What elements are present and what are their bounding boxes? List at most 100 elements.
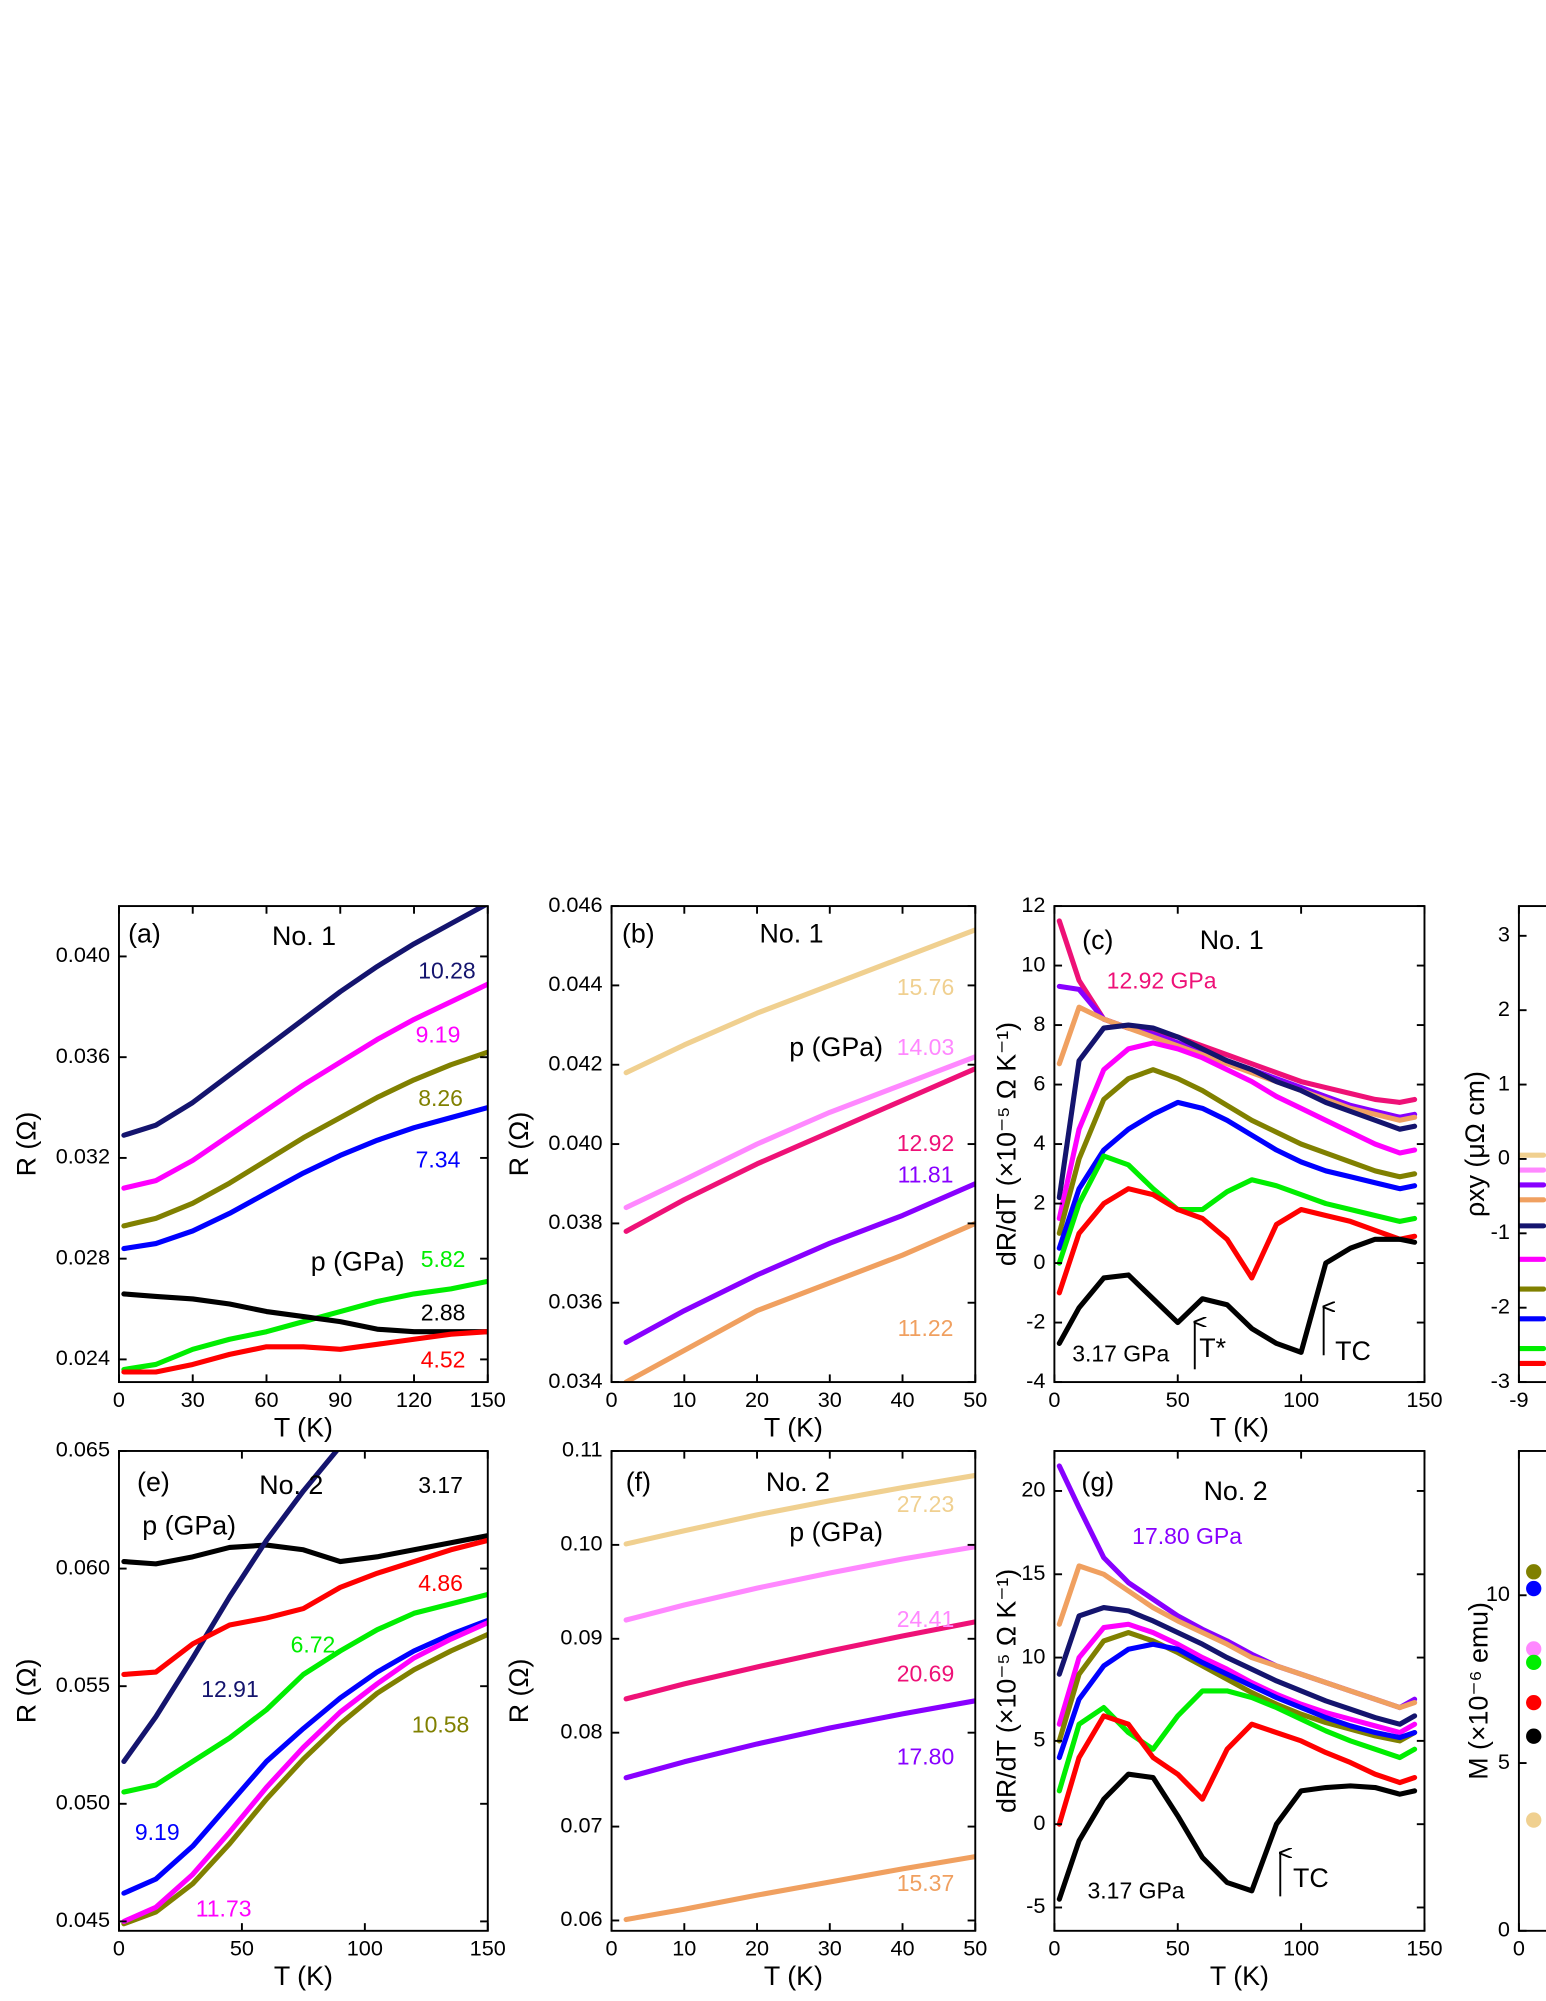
y-tick-label: 0.055 [56,1672,110,1697]
x-tick-label: 20 [745,1936,769,1961]
y-tick-label: 0.09 [560,1625,602,1650]
sample-label: No. 2 [766,1467,830,1497]
y-tick-label: 0.046 [548,892,602,917]
y-tick-label: 0 [1498,1145,1510,1170]
y-tick-label: 0.07 [560,1812,602,1837]
series-line [1056,1563,1418,1711]
series-line [1056,1641,1418,1761]
x-axis-label: T (K) [1210,1961,1269,1991]
y-tick-label: 10 [1486,1581,1510,1606]
plot-frame [118,905,489,1384]
x-axis-label: T (K) [1210,1412,1269,1442]
series-label: 2.88 [421,1299,466,1325]
annotation: p (GPa) [142,1511,236,1541]
series-line [121,1049,488,1229]
y-tick-label: 0.044 [548,971,602,996]
x-tick-label: 90 [328,1387,352,1412]
y-tick-label: -2 [1491,1293,1510,1318]
series-line [623,1054,976,1211]
series-line [623,1698,976,1781]
y-tick-label: 1 [1498,1070,1510,1095]
x-tick-label: 150 [470,1936,506,1961]
series-label: 12.91 [201,1676,258,1702]
series-line [121,1631,488,1927]
series-line [1056,1771,1418,1902]
annotation: T* [1199,1333,1226,1363]
x-axis-label: T (K) [764,1412,823,1442]
data-point [1526,1654,1542,1671]
y-tick-label: 0.08 [560,1718,602,1743]
plot-area [1056,1463,1418,1902]
series-line [623,927,976,1076]
plot-area [623,927,976,1383]
series-label: 9.19 [416,1021,461,1047]
data-point [1526,1812,1542,1828]
x-tick-label: 150 [470,1387,506,1412]
x-tick-label: 0 [113,1387,125,1412]
y-tick-label: 3 [1498,922,1510,947]
series-line [1056,1004,1418,1123]
series-label: 15.76 [897,974,954,1000]
annotation: TC [1335,1336,1371,1366]
series-line [121,1329,488,1375]
x-tick-label: -9 [1509,1387,1528,1412]
y-axis-label: R (Ω) [504,1659,534,1724]
y-axis-label: R (Ω) [11,1659,41,1724]
x-axis-label: T (K) [274,1961,333,1991]
plot-frame [1517,1450,1546,1932]
series-label: 11.81 [898,1162,954,1188]
y-tick-label: -1 [1491,1219,1510,1244]
panel: 0.045 0.050 0.055 0.060 0.065 0 50 100 150 T (K) R… [11,1437,506,1991]
series-line [1056,1713,1418,1827]
y-tick-label: 2 [1498,996,1510,1021]
y-tick-label: 0.065 [56,1437,110,1462]
series-line [623,1181,976,1345]
y-tick-label: 0 [1498,1917,1510,1942]
x-tick-label: 50 [1166,1387,1190,1412]
y-tick-label: 0.06 [560,1906,602,1931]
series-label: 4.86 [418,1570,463,1596]
panel: 0 5 10 0 M (×10⁻⁶ emu) [1464,1450,1546,1961]
y-tick-label: 0.036 [56,1043,110,1068]
x-tick-label: 40 [890,1936,914,1961]
y-tick-label: 5 [1033,1727,1045,1752]
data-point [1526,1728,1542,1744]
series-line [121,906,488,1138]
y-tick-label: 0.028 [56,1244,110,1269]
x-tick-label: 10 [672,1936,696,1961]
x-tick-label: 100 [1283,1936,1319,1961]
x-tick-label: 30 [181,1387,205,1412]
x-axis-label: T (K) [274,1412,333,1442]
series-label: 6.72 [291,1631,336,1657]
y-axis-label: M (×10⁻⁶ emu) [1464,1602,1494,1780]
panel-label: (c) [1082,925,1113,955]
panel: 0.034 0.036 0.038 0.040 0.042 0.044 0.046 0 10 20… [504,892,987,1443]
y-tick-label: 12 [1021,892,1045,917]
series-line [623,1854,976,1923]
series-line [1056,1236,1418,1355]
x-tick-label: 120 [396,1387,432,1412]
y-axis-label: R (Ω) [11,1112,41,1177]
sample-label: No. 2 [1204,1476,1268,1506]
series-label: 12.92 GPa [1107,968,1217,994]
x-tick-label: 100 [347,1936,383,1961]
x-tick-label: 50 [963,1936,987,1961]
series-line [121,1533,488,1567]
plot-area [1518,1152,1546,1367]
annotation: TC [1293,1863,1329,1893]
x-tick-label: 100 [1283,1387,1319,1412]
series-label: 17.80 [897,1744,954,1770]
x-tick-label: 30 [818,1387,842,1412]
data-point [1526,1641,1542,1657]
series-label: 3.17 GPa [1088,1878,1185,1904]
series-line [1056,1630,1418,1744]
y-tick-label: 10 [1021,1643,1045,1668]
series-line [623,1220,976,1383]
x-tick-label: 0 [113,1936,125,1961]
series-label: 11.22 [898,1315,954,1341]
sample-label: No. 2 [259,1470,323,1500]
series-label: 17.80 GPa [1132,1523,1242,1549]
y-tick-label: 0.050 [56,1790,110,1815]
x-tick-label: 50 [230,1936,254,1961]
